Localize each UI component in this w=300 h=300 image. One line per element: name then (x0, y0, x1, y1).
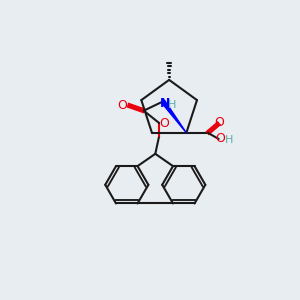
Text: H: H (168, 100, 176, 110)
Text: O: O (214, 116, 224, 128)
Text: O: O (215, 133, 225, 146)
Text: H: H (224, 135, 233, 145)
Text: N: N (160, 97, 170, 110)
Text: O: O (117, 99, 127, 112)
Polygon shape (161, 100, 186, 133)
Text: O: O (160, 116, 170, 130)
